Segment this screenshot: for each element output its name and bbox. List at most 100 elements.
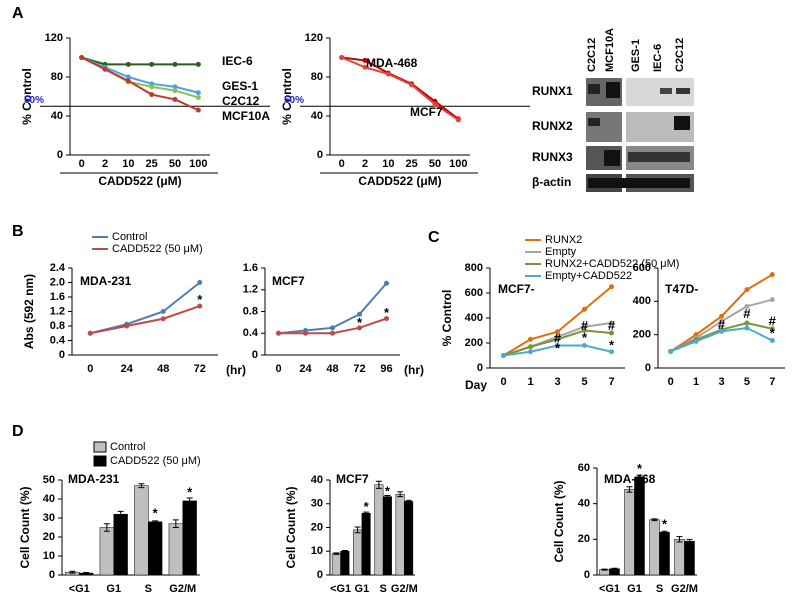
point — [555, 343, 560, 348]
bar — [340, 551, 350, 576]
bar — [634, 476, 645, 576]
x-tick-label: 10 — [382, 158, 394, 170]
x-tick-label: 72 — [353, 363, 365, 375]
error-bar — [661, 530, 668, 534]
annotation: * — [609, 338, 615, 353]
y-tick-label: 0 — [49, 569, 55, 581]
blot-row-label: RUNX3 — [532, 150, 573, 164]
series-label: GES-1 — [222, 79, 258, 93]
x-tick-label: S — [656, 583, 663, 595]
point — [385, 71, 391, 77]
chart-title: MDA-468 — [604, 472, 656, 486]
bar — [684, 540, 695, 576]
blot-row-label: β-actin — [532, 175, 571, 189]
y-tick-label: 1.2 — [243, 284, 258, 296]
series-line — [81, 56, 199, 66]
series-line — [81, 56, 199, 94]
point — [172, 88, 178, 94]
chart: 0 40 80 120 0 2 10 25 50 100 CADD522 (μM) % Control… — [280, 32, 530, 188]
y-axis-label: Cell Count (%) — [552, 481, 566, 563]
x-tick-label: 10 — [122, 158, 134, 170]
x-tick-label: 25 — [146, 158, 158, 170]
y-tick-label: 1.6 — [243, 262, 258, 274]
x-tick-label: <G1 — [330, 583, 351, 595]
x-tick-label: 50 — [429, 158, 441, 170]
point — [609, 320, 614, 326]
annotation: * — [637, 461, 643, 476]
point — [668, 348, 674, 354]
annotation: * — [153, 506, 159, 521]
x-tick-label: 0 — [339, 158, 345, 170]
annotation: # — [608, 318, 616, 333]
error-bar — [686, 538, 693, 544]
point — [384, 280, 389, 286]
point — [197, 280, 203, 285]
y-tick-label: 80 — [51, 71, 63, 83]
point — [362, 57, 368, 63]
chart: 0 10 20 30 40 50 <G1 G1 S G2/M MDA-231 Cell Count (… — [18, 441, 201, 595]
error-bar — [83, 572, 90, 575]
series-line — [90, 305, 201, 335]
panel-label: B — [12, 223, 24, 240]
chart: 0 0.4 0.8 1.2 1.6 0 24 48 72 96 MCF7 (hr) * * — [243, 262, 424, 377]
y-tick-label: 40 — [311, 110, 323, 122]
bar — [361, 513, 371, 576]
point — [528, 344, 533, 350]
y-tick-label: 0 — [584, 569, 590, 581]
point — [582, 306, 587, 312]
legend-label: RUNX2+CADD522 (50 μM) — [545, 258, 679, 270]
point — [149, 84, 155, 90]
x-tick-label: G2/M — [391, 583, 418, 595]
bar — [374, 484, 384, 576]
point — [195, 90, 201, 96]
point — [693, 338, 699, 344]
error-bar — [405, 499, 412, 503]
error-bar — [363, 511, 370, 515]
y-tick-label: 20 — [311, 521, 323, 533]
x-tick-label: 100 — [449, 158, 467, 170]
series-line — [90, 281, 201, 335]
point — [744, 325, 750, 331]
point — [195, 61, 201, 67]
point — [172, 84, 178, 90]
annotation: * — [555, 341, 561, 356]
bar — [382, 496, 392, 576]
y-tick-label: 40 — [43, 493, 55, 505]
error-bar — [611, 567, 618, 570]
x-tick-label: 72 — [194, 363, 206, 375]
annotation: # — [581, 318, 589, 333]
y-tick-label: 40 — [51, 110, 63, 122]
x-tick-label: 0 — [500, 376, 506, 388]
point — [432, 101, 438, 107]
bar — [649, 519, 660, 576]
x-tick-label: S — [145, 583, 152, 595]
point — [160, 309, 166, 314]
y-tick-label: 120 — [305, 32, 323, 44]
x-tick-label: <G1 — [69, 583, 90, 595]
point — [195, 94, 201, 100]
y-tick-label: 60 — [578, 462, 590, 474]
bar — [624, 489, 635, 576]
legend-label: Control — [112, 231, 147, 243]
error-bar — [601, 568, 608, 571]
series-label: MCF7 — [410, 105, 443, 119]
legend-label: CADD522 (50 μM) — [110, 455, 201, 467]
blot-row-label: RUNX1 — [532, 84, 573, 98]
point — [582, 324, 587, 330]
y-tick-label: 50 — [43, 474, 55, 486]
error-bar — [375, 480, 382, 489]
point — [330, 325, 335, 331]
x-tick-label: 5 — [744, 376, 750, 388]
y-tick-label: 400 — [465, 312, 483, 324]
point — [172, 61, 178, 67]
y-axis-label: Cell Count (%) — [18, 487, 32, 569]
error-bar — [333, 552, 340, 555]
point — [582, 343, 587, 348]
x-tick-label: 48 — [157, 363, 169, 375]
chart-title: MCF7 — [336, 472, 369, 486]
y-axis-label: % Control — [280, 68, 294, 125]
blot-column-label: MCF10A — [604, 28, 616, 72]
blot-column-label: GES-1 — [630, 39, 642, 72]
